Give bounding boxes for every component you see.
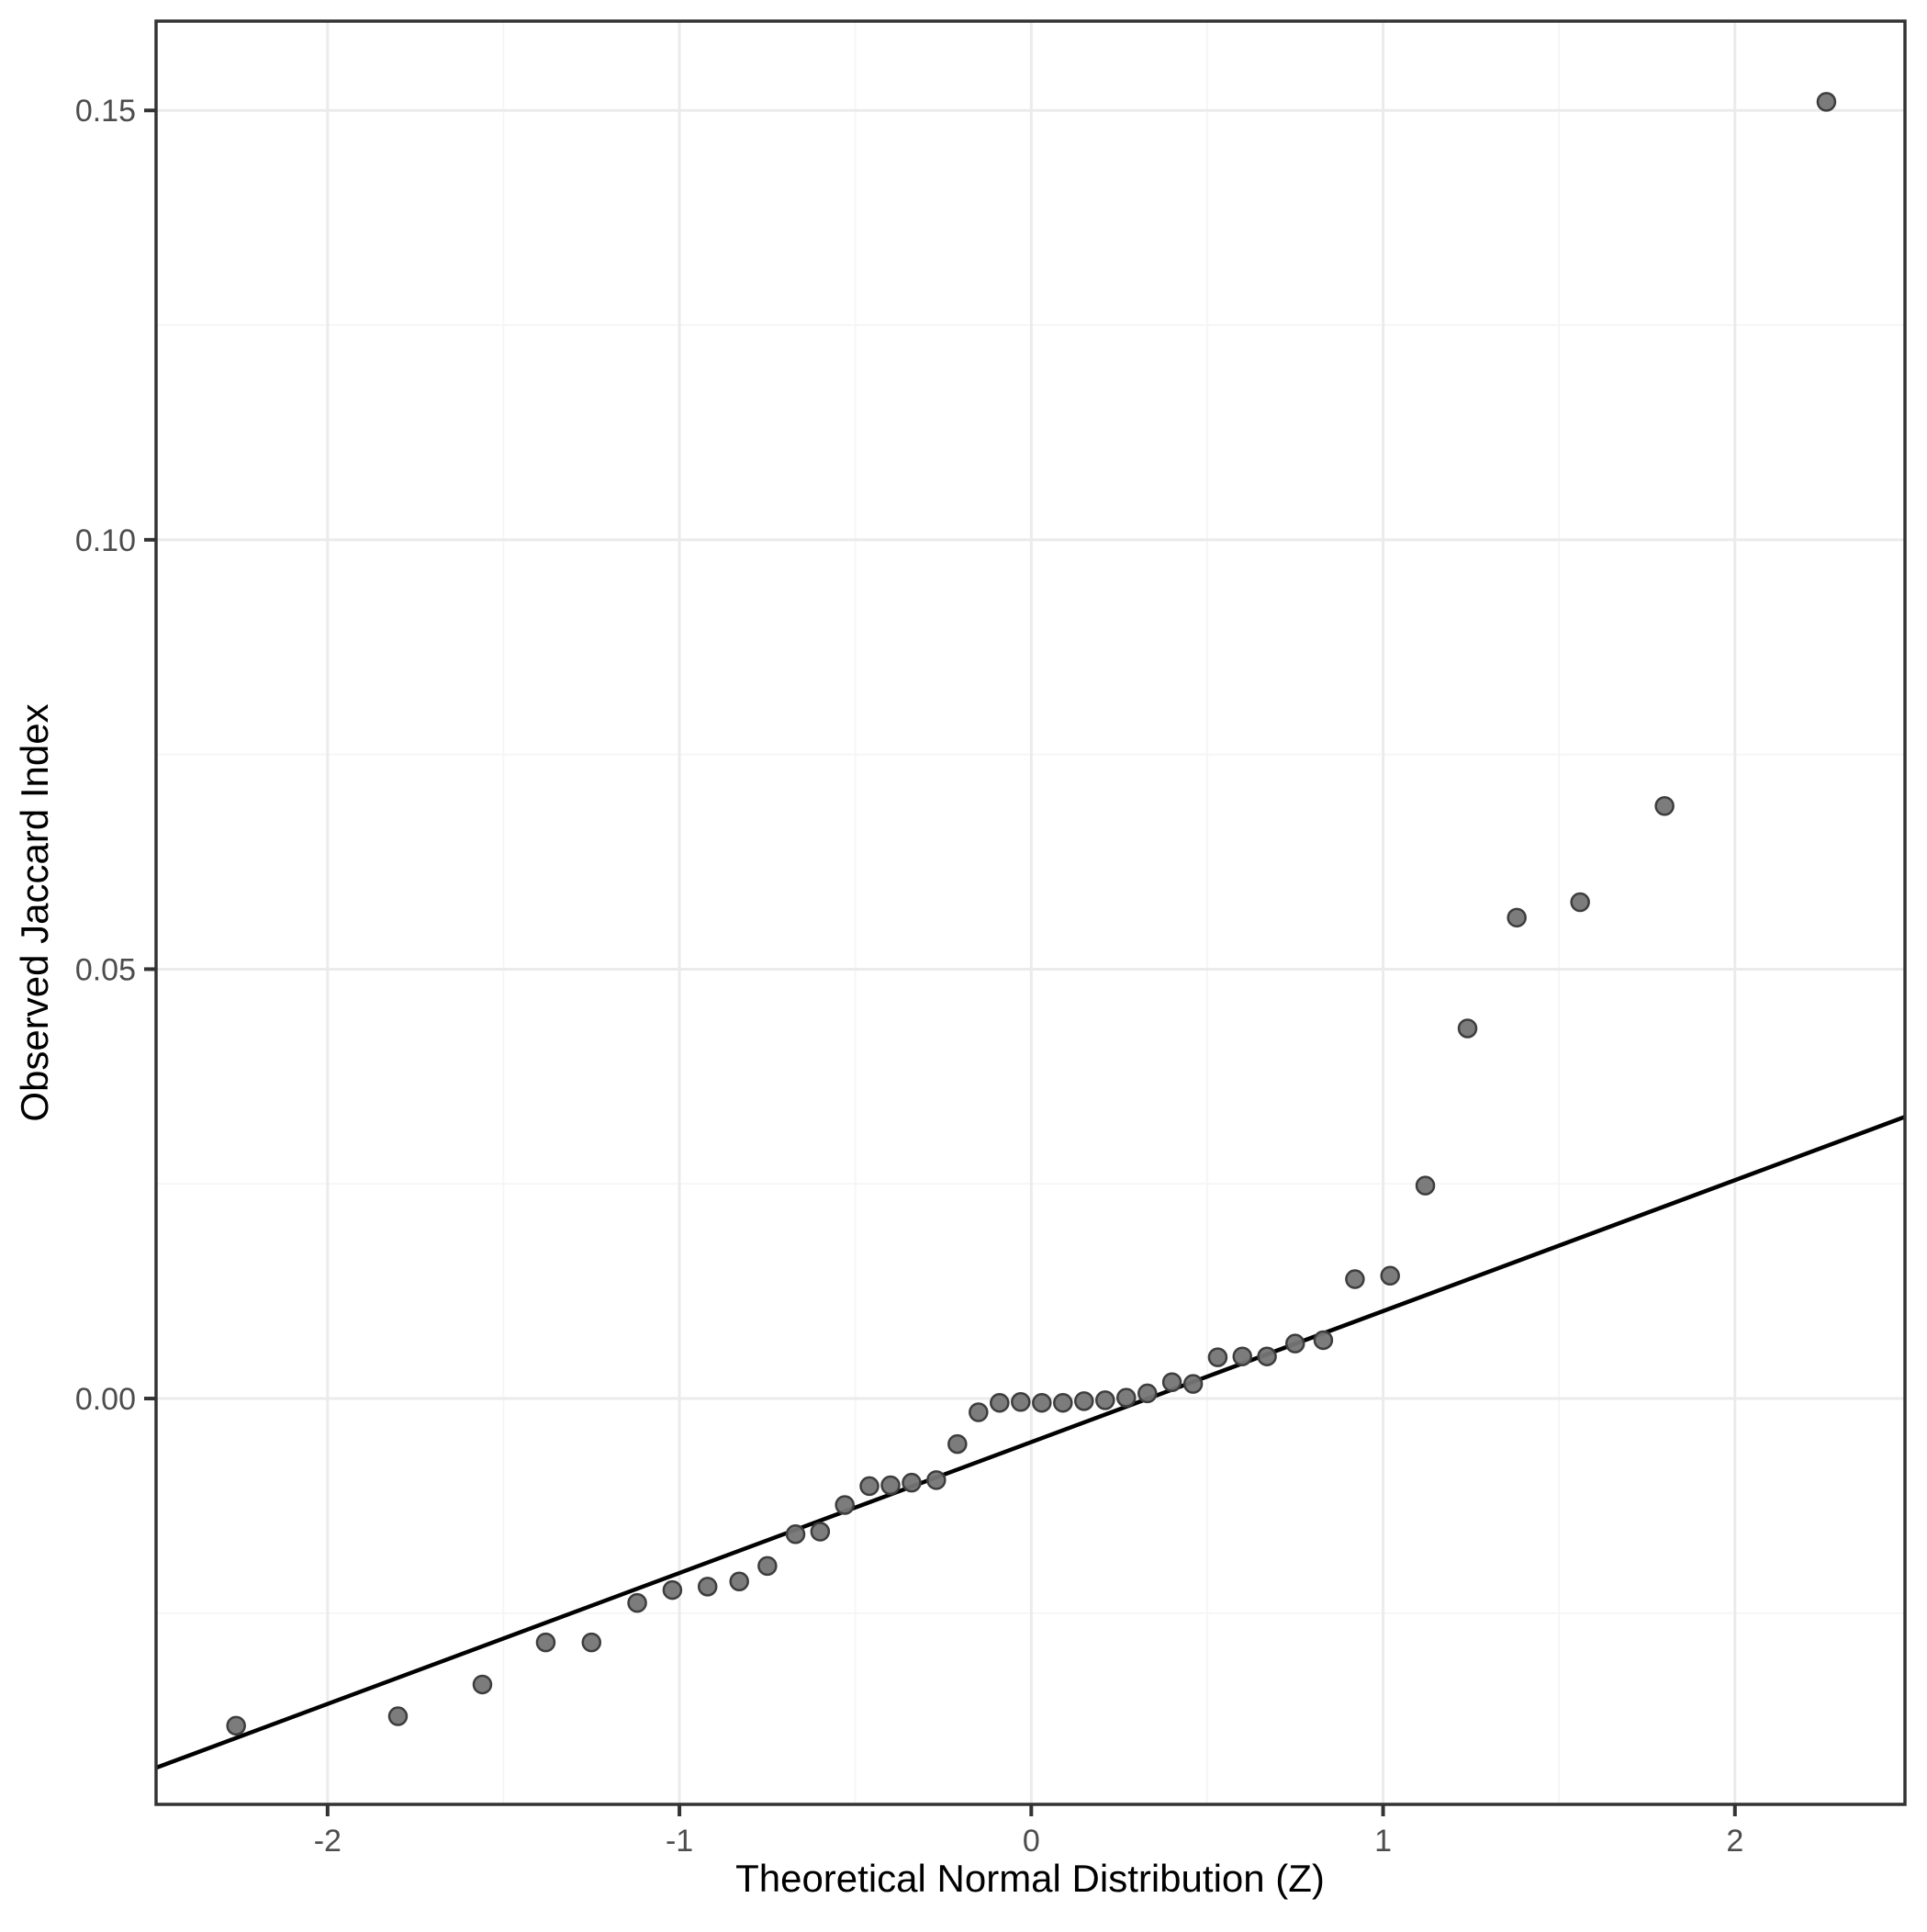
data-point xyxy=(990,1392,1010,1413)
data-point xyxy=(1284,1333,1305,1354)
data-point xyxy=(697,1577,718,1597)
data-point xyxy=(1313,1330,1334,1351)
data-point xyxy=(1161,1372,1182,1393)
data-point xyxy=(1207,1347,1228,1367)
data-point xyxy=(1232,1346,1252,1366)
data-point xyxy=(1137,1383,1158,1404)
x-tick-label: -2 xyxy=(314,1824,342,1859)
data-point xyxy=(729,1571,749,1591)
data-point xyxy=(472,1674,493,1695)
data-points xyxy=(226,92,1837,1736)
data-point xyxy=(1654,796,1675,816)
y-tick-label: 0.05 xyxy=(75,952,136,987)
data-point xyxy=(1053,1392,1073,1413)
data-point xyxy=(1182,1374,1204,1394)
data-point xyxy=(1074,1391,1094,1411)
data-point xyxy=(1095,1390,1115,1410)
data-point xyxy=(810,1522,831,1542)
data-point xyxy=(1116,1387,1137,1408)
data-point xyxy=(1415,1175,1436,1196)
data-point xyxy=(1816,92,1837,112)
qq-reference-line xyxy=(155,1115,1906,1770)
data-point xyxy=(1345,1269,1365,1289)
data-point xyxy=(947,1433,968,1455)
data-point xyxy=(1380,1265,1400,1286)
data-point xyxy=(627,1592,647,1613)
y-axis-tick-labels: 0.00 0.05 0.10 0.15 xyxy=(75,94,136,1417)
y-tick-label: 0.10 xyxy=(75,523,136,558)
data-point xyxy=(1507,907,1527,928)
data-point xyxy=(226,1715,246,1736)
x-tick-label: 0 xyxy=(1023,1824,1040,1859)
data-point xyxy=(581,1632,602,1653)
y-axis-title: Observed Jaccard Index xyxy=(13,703,56,1121)
data-point xyxy=(1257,1346,1277,1366)
data-point xyxy=(785,1524,806,1544)
data-point xyxy=(1011,1392,1031,1412)
data-point xyxy=(880,1475,901,1496)
data-point xyxy=(902,1472,922,1493)
x-axis-title: Theoretical Normal Distribution (Z) xyxy=(735,1857,1325,1900)
y-axis-tick-marks xyxy=(144,108,156,1401)
reference-line xyxy=(155,1115,1906,1770)
data-point xyxy=(969,1402,989,1422)
major-gridlines xyxy=(156,21,1905,1804)
data-point xyxy=(859,1476,879,1497)
y-tick-label: 0.00 xyxy=(75,1382,136,1417)
data-point xyxy=(1032,1392,1052,1413)
x-axis-tick-marks xyxy=(325,1804,1737,1816)
data-point xyxy=(535,1632,556,1653)
data-point xyxy=(387,1706,409,1726)
data-point xyxy=(662,1579,683,1601)
data-point xyxy=(926,1470,947,1490)
data-point xyxy=(757,1556,778,1577)
y-tick-label: 0.15 xyxy=(75,94,136,129)
data-point xyxy=(1570,892,1590,913)
x-axis-tick-labels: -2 -1 0 1 2 xyxy=(314,1824,1744,1859)
x-tick-label: 1 xyxy=(1374,1824,1392,1859)
data-point xyxy=(1457,1018,1478,1039)
x-tick-label: 2 xyxy=(1726,1824,1743,1859)
x-tick-label: -1 xyxy=(666,1824,693,1859)
data-point xyxy=(835,1495,855,1515)
